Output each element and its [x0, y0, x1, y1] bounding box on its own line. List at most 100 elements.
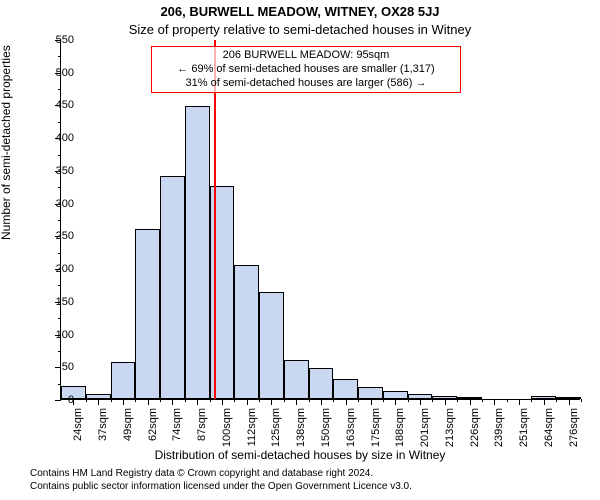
x-tick	[519, 399, 520, 405]
x-tick	[98, 399, 99, 405]
y-minor-tick	[58, 89, 61, 90]
x-tick-label: 188sqm	[394, 408, 406, 458]
x-minor-tick	[333, 399, 334, 402]
histogram-bar	[284, 360, 309, 399]
y-minor-tick	[58, 122, 61, 123]
histogram-bar	[259, 292, 284, 399]
x-minor-tick	[457, 399, 458, 402]
chart-subtitle: Size of property relative to semi-detach…	[0, 22, 600, 37]
x-minor-tick	[185, 399, 186, 402]
x-tick	[222, 399, 223, 405]
y-minor-tick	[58, 155, 61, 156]
y-tick-label: 300	[34, 198, 74, 210]
x-tick-label: 74sqm	[171, 408, 183, 458]
x-minor-tick	[507, 399, 508, 402]
x-minor-tick	[86, 399, 87, 402]
histogram-bar	[309, 368, 334, 399]
x-tick-label: 251sqm	[518, 408, 530, 458]
y-minor-tick	[58, 220, 61, 221]
y-tick-label: 350	[34, 165, 74, 177]
histogram-bar	[234, 265, 259, 399]
x-minor-tick	[383, 399, 384, 402]
x-tick-label: 239sqm	[493, 408, 505, 458]
annotation-line-3: 31% of semi-detached houses are larger (…	[158, 77, 454, 91]
histogram-bar	[185, 106, 210, 399]
x-tick	[371, 399, 372, 405]
y-minor-tick	[58, 384, 61, 385]
y-minor-tick	[58, 318, 61, 319]
histogram-bar	[210, 186, 235, 399]
y-tick-label: 150	[34, 296, 74, 308]
x-tick-label: 125sqm	[270, 408, 282, 458]
histogram-bar	[383, 391, 408, 399]
x-tick-label: 264sqm	[543, 408, 555, 458]
y-tick-label: 200	[34, 263, 74, 275]
footnote-line-1: Contains HM Land Registry data © Crown c…	[30, 467, 412, 480]
y-tick-label: 500	[34, 67, 74, 79]
x-tick-label: 175sqm	[370, 408, 382, 458]
x-tick-label: 213sqm	[444, 408, 456, 458]
x-tick-label: 62sqm	[147, 408, 159, 458]
x-minor-tick	[408, 399, 409, 402]
histogram-bar	[160, 176, 185, 399]
x-tick	[172, 399, 173, 405]
x-minor-tick	[556, 399, 557, 402]
histogram-bar	[333, 379, 358, 399]
y-tick-label: 0	[34, 394, 74, 406]
x-minor-tick	[309, 399, 310, 402]
x-tick-label: 138sqm	[295, 408, 307, 458]
x-minor-tick	[111, 399, 112, 402]
x-tick	[346, 399, 347, 405]
property-marker-line	[214, 40, 216, 399]
x-tick	[470, 399, 471, 405]
annotation-box: 206 BURWELL MEADOW: 95sqm← 69% of semi-d…	[151, 46, 461, 93]
x-tick-label: 87sqm	[196, 408, 208, 458]
x-minor-tick	[432, 399, 433, 402]
x-tick	[271, 399, 272, 405]
page-title: 206, BURWELL MEADOW, WITNEY, OX28 5JJ	[0, 4, 600, 19]
x-tick-label: 100sqm	[221, 408, 233, 458]
x-minor-tick	[160, 399, 161, 402]
histogram-bar	[135, 229, 160, 399]
x-minor-tick	[581, 399, 582, 402]
x-tick	[544, 399, 545, 405]
histogram-plot: 206 BURWELL MEADOW: 95sqm← 69% of semi-d…	[60, 40, 580, 400]
annotation-line-2: ← 69% of semi-detached houses are smalle…	[158, 63, 454, 77]
x-tick	[395, 399, 396, 405]
x-tick	[445, 399, 446, 405]
histogram-bar	[111, 362, 136, 399]
x-minor-tick	[135, 399, 136, 402]
x-minor-tick	[531, 399, 532, 402]
y-minor-tick	[58, 56, 61, 57]
x-minor-tick	[358, 399, 359, 402]
x-minor-tick	[259, 399, 260, 402]
x-tick	[123, 399, 124, 405]
x-tick-label: 163sqm	[345, 408, 357, 458]
x-tick	[569, 399, 570, 405]
x-tick	[321, 399, 322, 405]
x-tick	[296, 399, 297, 405]
x-tick-label: 37sqm	[97, 408, 109, 458]
y-minor-tick	[58, 187, 61, 188]
y-tick-label: 50	[34, 361, 74, 373]
footnote-line-2: Contains public sector information licen…	[30, 480, 412, 493]
x-tick-label: 201sqm	[419, 408, 431, 458]
x-tick-label: 226sqm	[469, 408, 481, 458]
x-tick	[197, 399, 198, 405]
x-tick	[148, 399, 149, 405]
y-minor-tick	[58, 253, 61, 254]
x-tick-label: 112sqm	[246, 408, 258, 458]
x-minor-tick	[284, 399, 285, 402]
x-tick-label: 276sqm	[568, 408, 580, 458]
y-minor-tick	[58, 351, 61, 352]
x-tick-label: 49sqm	[122, 408, 134, 458]
x-tick-label: 24sqm	[72, 408, 84, 458]
histogram-bar	[358, 387, 383, 399]
annotation-line-1: 206 BURWELL MEADOW: 95sqm	[158, 49, 454, 63]
x-tick	[494, 399, 495, 405]
y-axis-label: Number of semi-detached properties	[0, 45, 13, 240]
y-tick-label: 100	[34, 329, 74, 341]
y-tick-label: 400	[34, 132, 74, 144]
x-minor-tick	[482, 399, 483, 402]
x-tick	[247, 399, 248, 405]
